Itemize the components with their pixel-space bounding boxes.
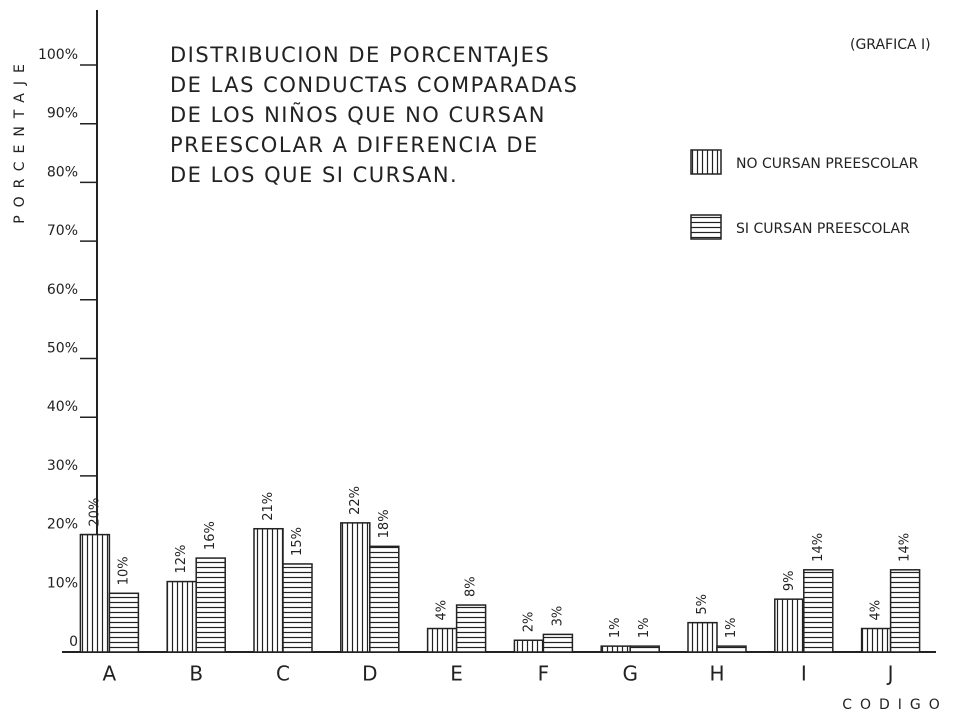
x-tick-label: G [622,662,638,686]
value-label: 8% [464,576,479,597]
chart-title: DE LOS NIÑOS QUE NO CURSAN [170,101,546,127]
value-label: 4% [869,600,884,621]
y-tick-label: 80% [47,164,78,180]
value-label: 9% [782,571,797,592]
value-label: 20% [87,498,102,527]
legend-swatch [690,149,722,175]
legend-label: NO CURSAN PREESCOLAR [736,156,919,172]
bar [282,563,313,653]
bar [455,604,487,653]
legend-swatch [690,214,722,240]
x-tick-label: E [450,662,463,686]
value-label: 10% [116,556,131,585]
y-tick-label: 20% [47,517,78,533]
value-label: 12% [174,545,189,574]
bar [195,557,226,653]
y-tick-label: 60% [47,282,78,298]
bar [774,598,805,653]
y-tick-label: 30% [47,458,78,474]
value-label: 2% [521,612,536,633]
bar [369,545,400,653]
x-tick-label: D [362,662,377,686]
x-tick-label: J [886,662,894,686]
bar [629,645,660,653]
bar [166,580,197,653]
chart-title: DISTRIBUCION DE PORCENTAJES [170,43,550,67]
x-tick-label: C [276,662,290,686]
x-tick-label: I [801,662,807,686]
value-label: 16% [203,521,218,550]
bar [803,569,834,653]
bar [889,569,921,653]
bar [79,533,111,653]
legend-label: SI CURSAN PREESCOLAR [736,221,910,237]
x-tick-label: F [538,662,550,686]
x-tick-label: H [709,662,724,686]
y-tick-label: 50% [47,341,78,357]
value-label: 1% [724,618,739,639]
y-tick-label: 90% [47,106,78,122]
value-label: 4% [435,600,450,621]
value-label: 1% [608,618,623,639]
value-label: 14% [811,533,826,562]
chart-title: DE LAS CONDUCTAS COMPARADAS [170,73,578,97]
bar [340,522,371,653]
chart-title: PREESCOLAR A DIFERENCIA DE [170,133,539,157]
bar [542,633,574,653]
value-label: 1% [637,618,652,639]
x-tick-label: B [189,662,203,686]
bar [860,627,892,653]
y-axis-label: PORCENTAJE [12,56,28,224]
x-axis-label: CODIGO [842,697,948,713]
bar [687,621,718,653]
y-tick-label: 70% [47,223,78,239]
value-label: 14% [898,533,913,562]
bar [108,592,140,653]
x-tick-label: A [103,662,117,686]
bar [426,627,458,653]
value-label: 18% [377,509,392,538]
value-label: 3% [550,606,565,627]
value-label: 22% [348,486,363,515]
y-tick-label: 10% [47,575,78,591]
bar [253,527,284,653]
annotation: (GRAFICA I) [850,37,931,53]
y-tick-label: 40% [47,399,78,415]
value-label: 15% [290,527,305,556]
y-tick-label: 0 [69,634,78,650]
bar [513,639,545,653]
chart-title: DE LOS QUE SI CURSAN. [170,163,458,187]
y-tick-label: 100% [38,47,78,63]
value-label: 21% [261,492,276,521]
value-label: 5% [695,594,710,615]
bar [600,645,631,653]
bar [716,645,747,653]
